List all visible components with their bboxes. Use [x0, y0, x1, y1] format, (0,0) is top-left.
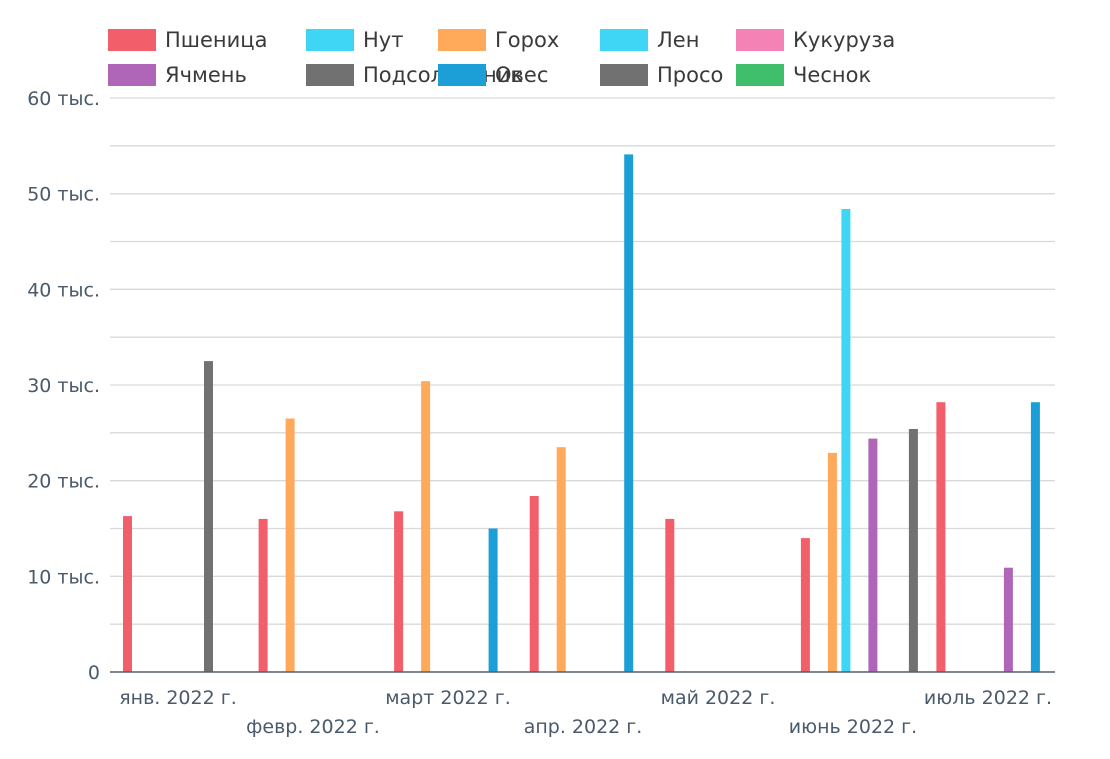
- legend-item[interactable]: Овес: [438, 63, 548, 87]
- legend: Пшеница Нут Горох Лен Кукуруза Ячмень Подсолне…: [108, 28, 895, 87]
- bars: [123, 154, 1040, 672]
- legend-item[interactable]: Кукуруза: [736, 28, 895, 52]
- legend-label: Горох: [495, 28, 559, 52]
- legend-label: Кукуруза: [793, 28, 895, 52]
- legend-item[interactable]: Нут: [306, 28, 403, 52]
- x-tick-label: янв. 2022 г.: [119, 687, 237, 709]
- bar[interactable]: [394, 511, 404, 672]
- y-tick-label: 0: [88, 662, 100, 684]
- bar[interactable]: [123, 516, 132, 672]
- legend-label: Пшеница: [165, 28, 267, 52]
- y-tick-label: 10 тыс.: [27, 566, 100, 588]
- y-axis: 0 10 тыс. 20 тыс. 30 тыс. 40 тыс. 50 тыс. 60 т…: [27, 88, 100, 684]
- legend-label: Лен: [657, 28, 699, 52]
- x-tick-label: апр. 2022 г.: [524, 716, 643, 738]
- bar[interactable]: [908, 429, 918, 672]
- legend-item[interactable]: Пшеница: [108, 28, 267, 52]
- legend-label: Просо: [657, 63, 723, 87]
- bar[interactable]: [285, 418, 295, 673]
- x-tick-label: март 2022 г.: [385, 687, 511, 709]
- bar[interactable]: [827, 452, 837, 672]
- legend-swatch: [306, 64, 354, 86]
- x-tick-label: июль 2022 г.: [924, 687, 1052, 709]
- bar[interactable]: [421, 381, 431, 672]
- legend-swatch: [438, 29, 486, 51]
- bar[interactable]: [488, 528, 498, 673]
- legend-label: Нут: [363, 28, 403, 52]
- legend-item[interactable]: Ячмень: [108, 63, 247, 87]
- legend-item[interactable]: Просо: [600, 63, 723, 87]
- x-tick-label: февр. 2022 г.: [246, 716, 380, 738]
- legend-swatch: [600, 29, 648, 51]
- legend-swatch: [306, 29, 354, 51]
- x-tick-label: июнь 2022 г.: [789, 716, 917, 738]
- legend-swatch: [108, 64, 156, 86]
- legend-swatch: [736, 64, 784, 86]
- bar[interactable]: [1030, 402, 1040, 672]
- legend-label: Ячмень: [165, 63, 247, 87]
- legend-item[interactable]: Подсолнечник: [306, 63, 523, 87]
- x-tick-label: май 2022 г.: [661, 687, 776, 709]
- bar[interactable]: [665, 518, 675, 672]
- y-tick-label: 30 тыс.: [27, 375, 100, 397]
- bar[interactable]: [841, 209, 851, 672]
- legend-label: Чеснок: [793, 63, 871, 87]
- y-tick-label: 60 тыс.: [27, 88, 100, 110]
- legend-item[interactable]: Чеснок: [736, 63, 871, 87]
- gridlines: [110, 97, 1055, 625]
- legend-item[interactable]: Лен: [600, 28, 699, 52]
- y-tick-label: 40 тыс.: [27, 279, 100, 301]
- y-tick-label: 50 тыс.: [27, 184, 100, 206]
- bar[interactable]: [258, 518, 268, 672]
- bar[interactable]: [556, 447, 566, 672]
- bar[interactable]: [868, 438, 878, 672]
- legend-swatch: [736, 29, 784, 51]
- bar[interactable]: [529, 496, 539, 672]
- y-tick-label: 20 тыс.: [27, 471, 100, 493]
- bar[interactable]: [204, 361, 213, 672]
- bar[interactable]: [800, 538, 810, 672]
- legend-swatch: [108, 29, 156, 51]
- bar[interactable]: [1003, 567, 1013, 672]
- bar[interactable]: [624, 154, 634, 672]
- x-axis: янв. 2022 г. февр. 2022 г.март 2022 г. апр…: [119, 687, 1052, 738]
- legend-swatch: [438, 64, 486, 86]
- legend-label: Овес: [495, 63, 548, 87]
- bar[interactable]: [936, 402, 946, 672]
- legend-item[interactable]: Горох: [438, 28, 559, 52]
- legend-swatch: [600, 64, 648, 86]
